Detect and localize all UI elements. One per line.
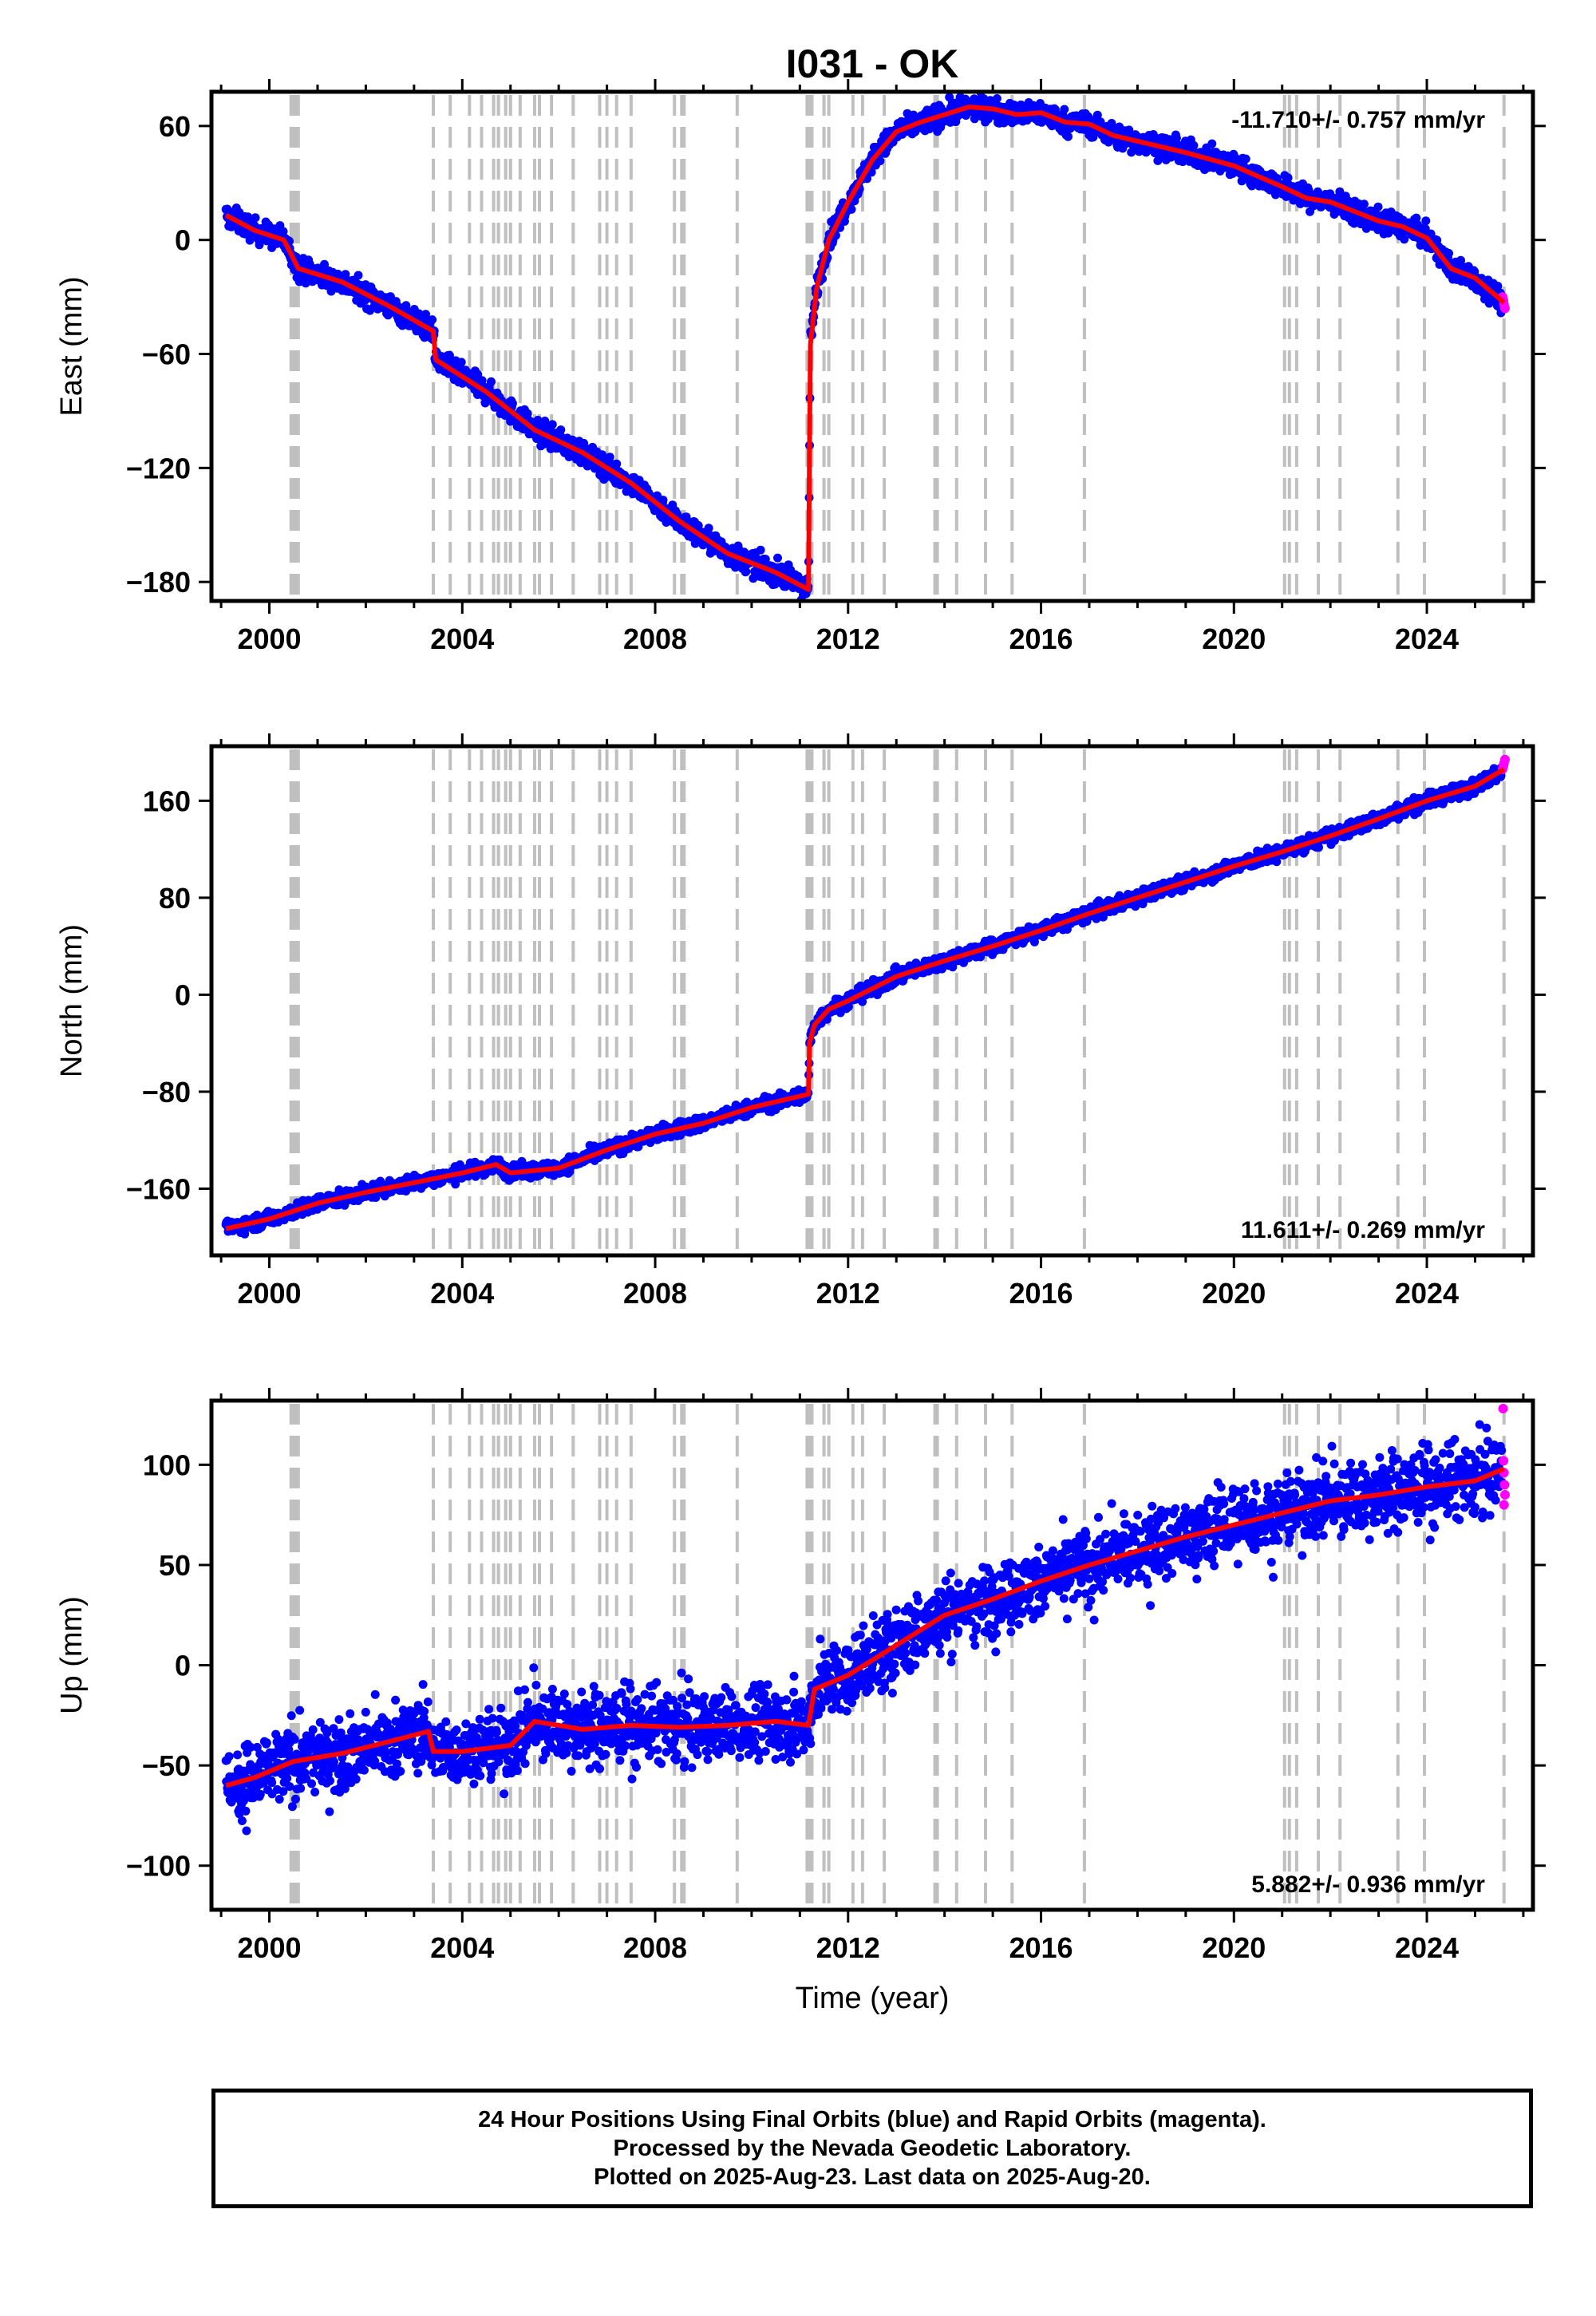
data-point (1060, 105, 1069, 114)
data-point (605, 453, 614, 462)
x-tick-label: 2004 (430, 622, 494, 655)
y-tick-label: −180 (126, 566, 191, 599)
y-tick-label: −60 (142, 338, 191, 371)
y-tick-label: 60 (159, 110, 191, 143)
rapid-point (1499, 303, 1510, 314)
data-point (867, 168, 876, 177)
data-point (1412, 213, 1421, 223)
data-point (756, 545, 765, 555)
data-point (983, 114, 993, 124)
x-tick-label: 2000 (237, 622, 301, 655)
y-tick-label: 0 (175, 224, 191, 257)
data-point (1444, 248, 1453, 258)
data-point (1107, 119, 1116, 128)
data-point (1283, 173, 1293, 183)
data-point (301, 279, 310, 288)
x-tick-label: 2008 (623, 622, 687, 655)
data-point (279, 227, 288, 236)
data-point (1189, 140, 1199, 150)
data-point (741, 567, 751, 576)
data-point (1171, 133, 1181, 143)
data-point (1064, 132, 1073, 141)
east-model-line (224, 105, 1506, 592)
y-tick-label: −120 (126, 452, 191, 484)
data-point (875, 156, 885, 166)
data-point (556, 425, 566, 435)
x-tick-label: 2012 (816, 622, 880, 655)
x-tick-label: 2024 (1395, 622, 1459, 655)
data-point (612, 459, 622, 468)
data-point (421, 310, 430, 319)
data-point (1373, 202, 1383, 211)
data-point (487, 377, 496, 386)
data-point (455, 1160, 464, 1169)
x-tick-label: 2016 (1009, 622, 1073, 655)
data-point (658, 496, 668, 505)
data-point (704, 524, 713, 533)
data-point (760, 555, 770, 564)
data-point (992, 94, 1001, 103)
east-final-points (221, 92, 1510, 601)
data-point (773, 553, 782, 563)
data-point (1207, 139, 1217, 148)
data-point (508, 399, 517, 408)
panels: 2000 2004 2008 2012 2016 2020 2024 60 0 −60 −120 −1… (55, 79, 1546, 1964)
x-tick-label: 2020 (1202, 622, 1266, 655)
data-point (1456, 255, 1465, 265)
north-final-points (221, 754, 1510, 1239)
data-point (428, 315, 437, 325)
chart-title: I031 - OK (786, 41, 959, 86)
data-point (1241, 154, 1250, 164)
east-y-axis-label: East (mm) (55, 276, 89, 416)
data-point (847, 204, 856, 214)
data-point (1493, 282, 1503, 290)
panel-north: 2000 2004 2008 2012 2016 2020 2024160800−80−16… (55, 733, 1546, 1310)
data-point (1092, 110, 1102, 120)
data-point (547, 420, 557, 429)
data-point (251, 213, 260, 223)
data-point (1359, 200, 1369, 209)
data-point (1400, 235, 1409, 244)
data-point (354, 271, 363, 280)
data-point (341, 270, 350, 279)
east-rate-label: -11.710+/- 0.757 mm/yr (1231, 107, 1485, 133)
panel-east: 2000 2004 2008 2012 2016 2020 2024 60 0 −60 −120 −1… (55, 79, 1546, 655)
data-point (456, 358, 466, 367)
data-point (1421, 216, 1431, 226)
east-frame (209, 89, 1535, 603)
